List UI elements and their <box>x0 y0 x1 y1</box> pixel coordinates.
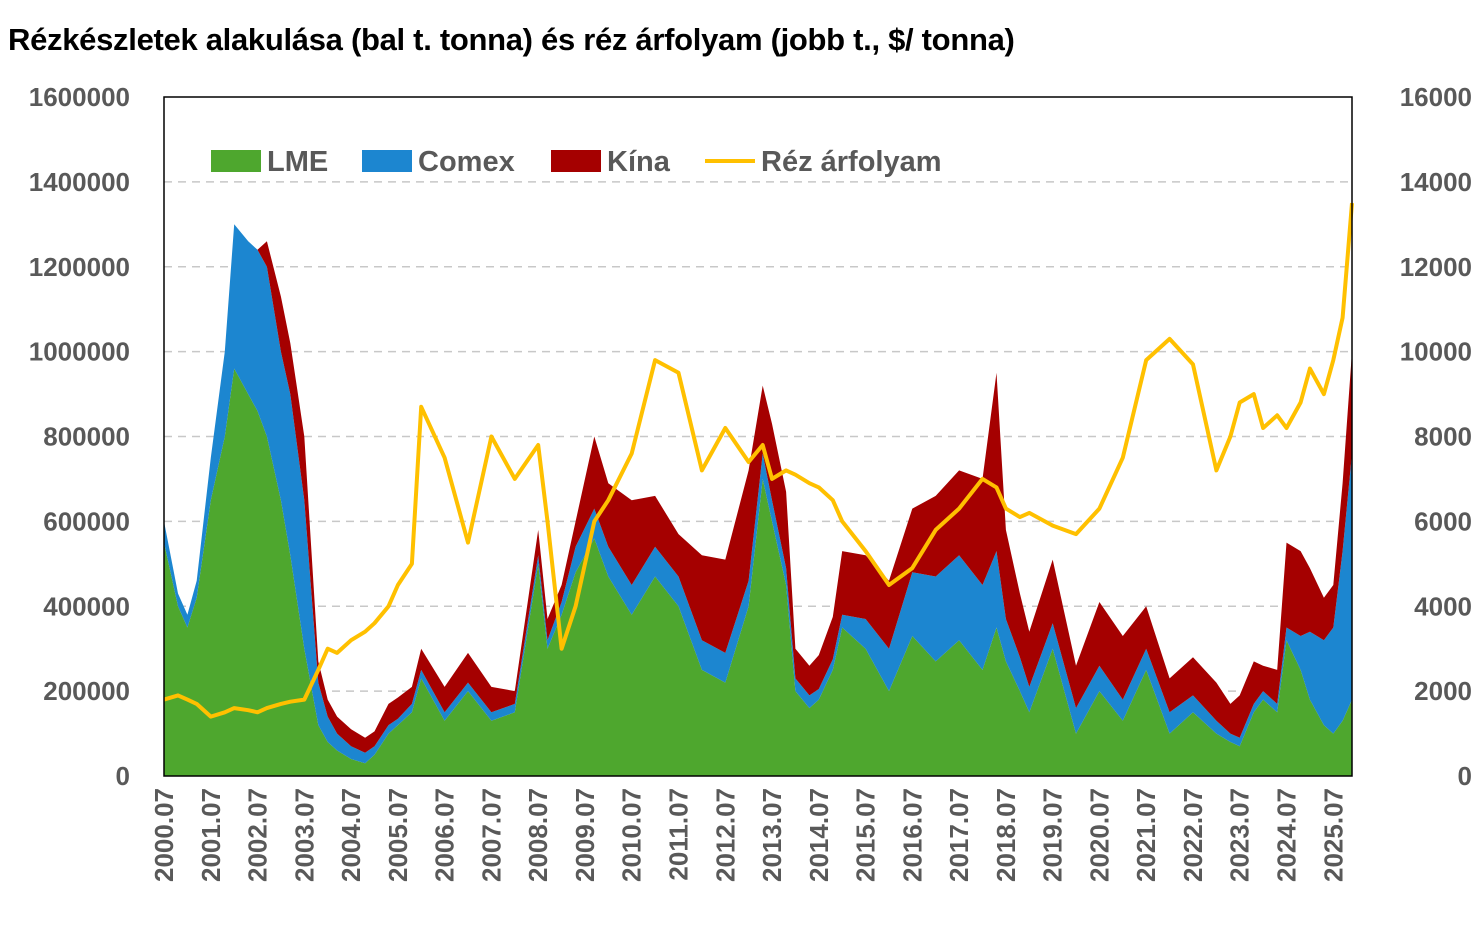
left-axis-tick-label: 200000 <box>43 676 130 706</box>
x-axis-tick-label: 2013.07 <box>757 788 787 882</box>
x-axis-tick-label: 2023.07 <box>1225 788 1255 882</box>
x-axis-tick-label: 2018.07 <box>991 788 1021 882</box>
x-axis-tick-label: 2001.07 <box>196 788 226 882</box>
legend-label-lme: LME <box>267 146 328 178</box>
x-axis-tick-label: 2008.07 <box>523 788 553 882</box>
legend-label-kina: Kína <box>607 146 671 178</box>
stock-areas <box>164 224 1352 776</box>
x-axis-tick-label: 2020.07 <box>1084 788 1114 882</box>
x-axis-tick-label: 2016.07 <box>897 788 927 882</box>
right-axis-tick-label: 16000 <box>1400 82 1472 112</box>
legend-swatch-lme <box>211 150 261 172</box>
area-lme <box>164 368 1352 776</box>
x-axis-tick-label: 2007.07 <box>476 788 506 882</box>
x-axis-tick-label: 2009.07 <box>570 788 600 882</box>
plot-frame <box>163 96 1353 777</box>
right-axis-tick-label: 0 <box>1458 761 1472 791</box>
x-axis-tick-label: 2006.07 <box>430 788 460 882</box>
legend-swatch-comex <box>362 150 412 172</box>
left-axis-tick-label: 600000 <box>43 506 130 536</box>
x-axis-tick-label: 2002.07 <box>243 788 273 882</box>
right-axis-tick-label: 14000 <box>1400 167 1472 197</box>
x-axis-tick-label: 2022.07 <box>1178 788 1208 882</box>
right-axis-tick-label: 4000 <box>1414 591 1472 621</box>
left-axis-tick-label: 1200000 <box>29 252 130 282</box>
x-axis-tick-label: 2004.07 <box>336 788 366 882</box>
x-axis: 2000.07 2001.07 2002.07 2003.07 2004.07 2005.… <box>149 788 1348 882</box>
left-axis-tick-label: 1600000 <box>29 82 130 112</box>
chart-title: Rézkészletek alakulása (bal t. tonna) és… <box>8 22 1015 57</box>
left-axis-tick-label: 1000000 <box>29 337 130 367</box>
left-axis-tick-label: 400000 <box>43 591 130 621</box>
x-axis-tick-label: 2021.07 <box>1131 788 1161 882</box>
right-axis-tick-label: 12000 <box>1400 252 1472 282</box>
price-line-layer <box>163 202 1354 719</box>
right-axis: 0 2000 4000 6000 8000 10000 12000 14000 16000 <box>1400 82 1472 791</box>
left-axis-tick-label: 0 <box>116 761 130 791</box>
left-axis-tick-label: 800000 <box>43 422 130 452</box>
right-axis-tick-label: 2000 <box>1414 676 1472 706</box>
x-axis-tick-label: 2010.07 <box>617 788 647 882</box>
x-axis-tick-label: 2011.07 <box>664 788 694 881</box>
x-axis-tick-label: 2014.07 <box>804 788 834 882</box>
legend-label-price: Réz árfolyam <box>761 146 942 178</box>
price-line <box>163 202 1354 719</box>
legend-swatch-kina <box>551 150 601 172</box>
right-axis-tick-label: 8000 <box>1414 422 1472 452</box>
x-axis-tick-label: 2005.07 <box>383 788 413 882</box>
x-axis-tick-label: 2017.07 <box>944 788 974 882</box>
x-axis-tick-label: 2000.07 <box>149 788 179 882</box>
x-axis-tick-label: 2025.07 <box>1318 788 1348 882</box>
x-axis-tick-label: 2012.07 <box>710 788 740 882</box>
left-axis: 0 200000 400000 600000 800000 1000000 1200000 1… <box>29 82 130 791</box>
legend: LME Comex Kína Réz árfolyam <box>211 146 942 178</box>
area-kina <box>164 224 1352 753</box>
right-axis-tick-label: 10000 <box>1400 337 1472 367</box>
x-axis-tick-label: 2024.07 <box>1272 788 1302 882</box>
right-axis-tick-label: 6000 <box>1414 506 1472 536</box>
x-axis-tick-label: 2003.07 <box>289 788 319 882</box>
x-axis-tick-label: 2015.07 <box>851 788 881 882</box>
x-axis-tick-label: 2019.07 <box>1038 788 1068 882</box>
legend-label-comex: Comex <box>418 146 515 178</box>
left-axis-tick-label: 1400000 <box>29 167 130 197</box>
